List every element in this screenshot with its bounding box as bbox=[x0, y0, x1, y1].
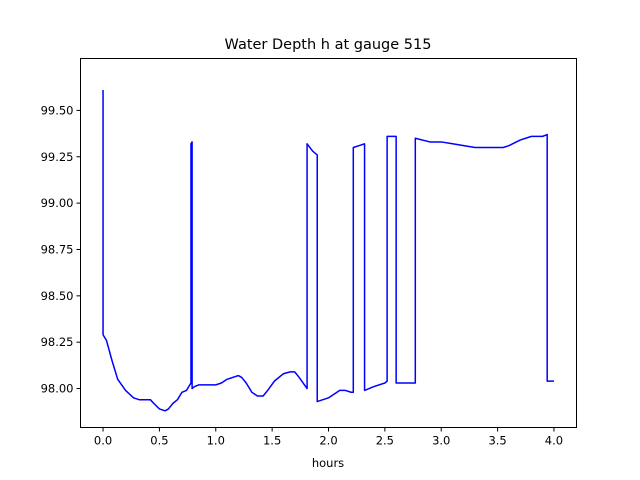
y-tick-label: 99.00 bbox=[41, 196, 74, 210]
series-line-0 bbox=[102, 90, 554, 412]
x-tick-label: 3.5 bbox=[488, 434, 506, 448]
x-tick-label: 3.0 bbox=[432, 434, 450, 448]
y-tick-label: 98.25 bbox=[41, 335, 74, 349]
y-tick-label: 99.25 bbox=[41, 150, 74, 164]
x-axis-label: hours bbox=[312, 456, 344, 470]
y-tick-label: 98.50 bbox=[41, 289, 74, 303]
x-tick-label: 2.5 bbox=[376, 434, 394, 448]
y-tick-label: 99.50 bbox=[41, 103, 74, 117]
series-group bbox=[102, 90, 554, 412]
x-tick-label: 1.0 bbox=[207, 434, 225, 448]
x-tick-label: 1.5 bbox=[263, 434, 281, 448]
x-tick-label: 4.0 bbox=[545, 434, 563, 448]
x-tick-label: 2.0 bbox=[319, 434, 337, 448]
x-tick-label: 0.0 bbox=[94, 434, 112, 448]
x-axis: 0.0 0.5 1.0 1.5 2.0 2.5 3.0 3.5 4.0 bbox=[94, 427, 563, 448]
x-tick-label: 0.5 bbox=[150, 434, 168, 448]
chart-title: Water Depth h at gauge 515 bbox=[225, 37, 432, 53]
y-tick-label: 98.00 bbox=[41, 382, 74, 396]
y-tick-label: 98.75 bbox=[41, 242, 74, 256]
y-axis: 98.00 98.25 98.50 98.75 99.00 99.25 99.50 bbox=[41, 103, 81, 396]
